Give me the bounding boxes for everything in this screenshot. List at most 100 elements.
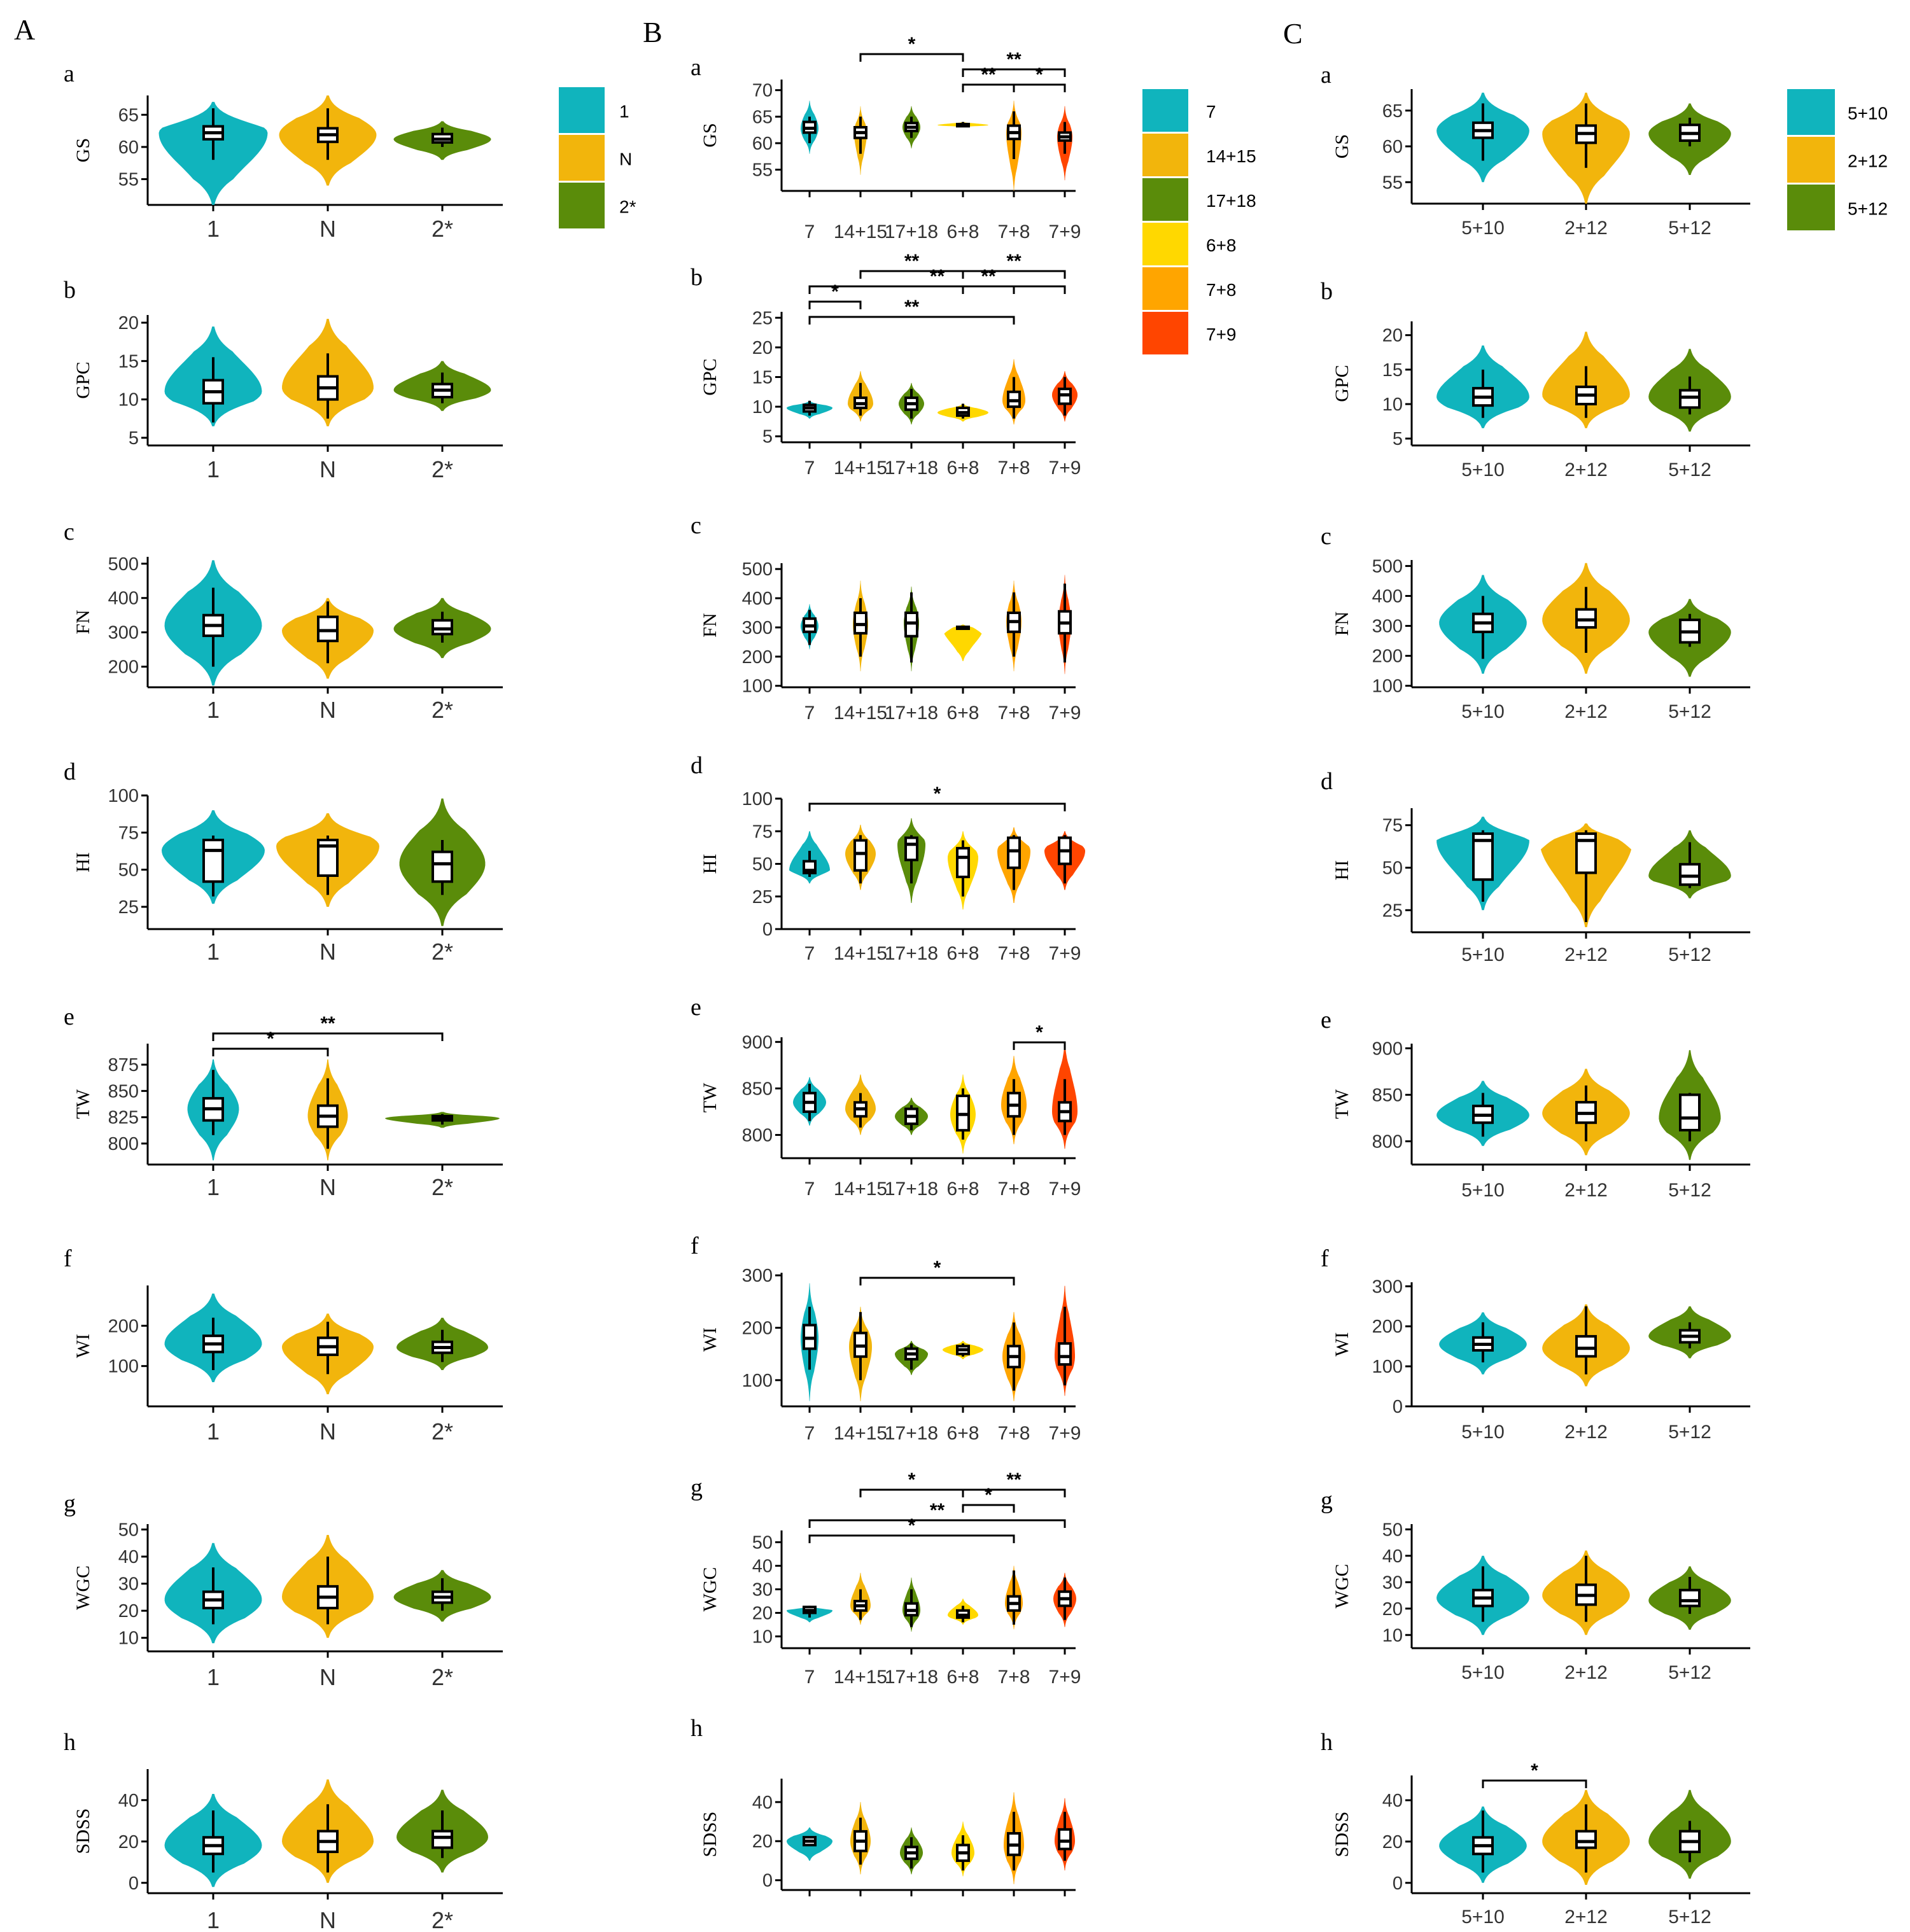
x-tick-label: 1 [207, 1174, 220, 1200]
y-tick-label: 400 [1372, 586, 1403, 606]
box [1679, 389, 1701, 409]
violin-group [895, 1098, 928, 1135]
y-tick-label: 40 [118, 1791, 139, 1811]
x-tick-label: 7 [804, 458, 815, 479]
x-tick-label: 5+10 [1461, 218, 1505, 239]
x-tick-label: 7 [804, 1179, 815, 1200]
violin-shape [944, 624, 982, 661]
x-tick-label: 2* [432, 216, 453, 242]
violin-group [276, 813, 379, 907]
significance-label: ** [904, 251, 920, 272]
legend-a: 1 N 2* [559, 87, 636, 228]
y-tick-label: 25 [752, 308, 773, 328]
violin-group [845, 825, 876, 890]
y-axis-title: HI [1331, 860, 1352, 881]
x-tick-label: 7+8 [998, 1423, 1030, 1444]
y-tick-label: 0 [1393, 1397, 1403, 1417]
significance-bracket: ** [962, 251, 1066, 279]
box [1575, 1830, 1597, 1849]
significance-label: * [985, 1485, 992, 1506]
x-tick-label: 2+12 [1564, 944, 1608, 965]
violin-group [158, 102, 268, 205]
box [1007, 836, 1021, 869]
x-tick-label: 7+9 [1049, 703, 1081, 724]
x-tick-label: 14+15 [834, 458, 887, 479]
y-tick-label: 500 [108, 554, 139, 575]
bracket-line [212, 1047, 329, 1056]
significance-bracket: ** [808, 1500, 1066, 1528]
violin-group [845, 1074, 876, 1135]
y-tick-label: 10 [1382, 1625, 1403, 1646]
legend-b: 7 14+15 17+18 6+8 7+8 7+9 [1142, 89, 1256, 354]
y-tick-label: 75 [118, 823, 139, 843]
y-tick-label: 20 [1382, 1599, 1403, 1620]
x-tick-label: 17+18 [885, 1667, 938, 1688]
violin-group [850, 1802, 871, 1875]
violin-group [1006, 580, 1022, 671]
legend-label: 5+12 [1848, 199, 1888, 219]
violin-group [282, 319, 374, 426]
y-tick-label: 100 [1372, 1357, 1403, 1377]
x-tick-label: 2* [432, 1418, 453, 1445]
x-tick-label: 2* [432, 456, 453, 482]
violin-group [951, 1821, 974, 1877]
legend-label: 2+12 [1848, 151, 1888, 171]
violin-group [1659, 1050, 1721, 1160]
legend-label: N [619, 150, 632, 169]
violin-group [1436, 345, 1529, 428]
violin-group [1055, 1285, 1075, 1396]
significance-bracket: ** [962, 49, 1066, 77]
violin-group [1542, 1304, 1630, 1387]
y-tick-label: 40 [1382, 1791, 1403, 1811]
y-tick-label: 40 [752, 1793, 773, 1813]
significance-bracket: * [859, 34, 964, 62]
y-tick-label: 10 [118, 1628, 139, 1649]
box [202, 839, 224, 883]
panel-letter: b [691, 264, 703, 291]
y-tick-label: 60 [118, 137, 139, 158]
y-axis-title: SDSS [699, 1812, 720, 1858]
significance-label: ** [904, 297, 920, 318]
x-tick-label: 5+10 [1461, 1662, 1505, 1683]
x-tick-label: 7+9 [1049, 943, 1081, 964]
y-tick-label: 100 [742, 789, 773, 809]
y-tick-label: 200 [108, 1316, 139, 1336]
x-tick-label: 7 [804, 703, 815, 724]
significance-label: ** [981, 64, 996, 85]
x-tick-label: 5+12 [1668, 944, 1711, 965]
panel-letter: c [1321, 523, 1331, 550]
bracket-line [859, 53, 964, 62]
significance-label: * [908, 1515, 916, 1536]
y-axis-title: SDSS [73, 1809, 94, 1854]
x-tick-label: 5+12 [1668, 1422, 1711, 1443]
box [432, 850, 453, 883]
panel-letter: f [691, 1233, 699, 1259]
violin-group [937, 122, 988, 128]
violin-group [282, 1313, 374, 1394]
y-tick-label: 300 [742, 618, 773, 638]
panel-a-b: b GPC 5 10 15 20 1 N 2* [64, 277, 503, 482]
y-axis-title: WGC [73, 1565, 94, 1610]
violin-group [1542, 1789, 1630, 1885]
panel-letter: g [1321, 1487, 1333, 1514]
x-tick-label: 7 [804, 1667, 815, 1688]
violin-group [393, 1570, 491, 1622]
significance-label: * [934, 1257, 941, 1278]
x-tick-label: 7+9 [1049, 458, 1081, 479]
panel-letter: a [691, 54, 701, 81]
significance-bracket: * [859, 1257, 1015, 1285]
y-tick-label: 50 [1382, 858, 1403, 878]
x-tick-label: 1 [207, 216, 220, 242]
violin-group [902, 1578, 920, 1632]
bracket-line [962, 68, 1066, 77]
y-tick-label: 20 [118, 1601, 139, 1621]
significance-label: * [267, 1028, 274, 1049]
violin-group [164, 1543, 262, 1644]
bracket-line [808, 300, 862, 309]
y-tick-label: 0 [1393, 1873, 1403, 1894]
y-tick-label: 50 [752, 855, 773, 875]
violin-group [997, 827, 1030, 903]
